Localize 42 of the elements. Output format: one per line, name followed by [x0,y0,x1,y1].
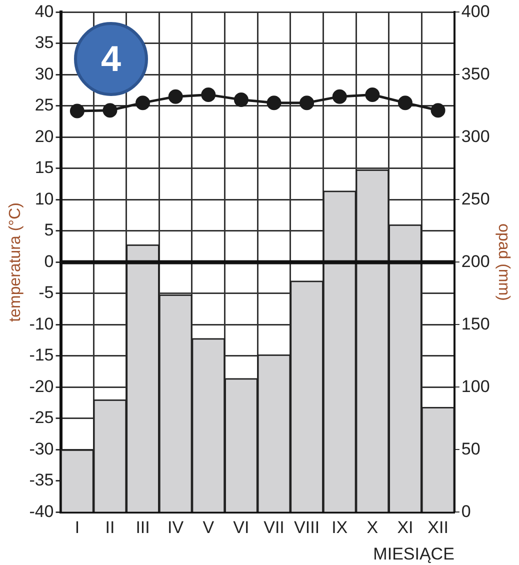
y2-tick-label: 100 [461,376,490,396]
x-tick-label: V [202,518,215,538]
y-tick-label: -30 [29,439,54,458]
x-tick-label: I [74,518,80,538]
y2-tick-label: 250 [461,189,490,208]
x-tick-label: XI [397,518,414,538]
y-tick-label: 25 [34,96,54,115]
x-tick-label: VII [264,518,284,538]
x-tick-label: VI [233,518,250,538]
y-axis-title: temperatura (°C) [7,202,24,322]
y2-tick-label: 300 [461,126,490,146]
y-tick-label: -25 [29,408,54,428]
y-tick-label: 40 [34,2,54,21]
y-tick-label: -20 [29,376,54,396]
y2-tick-label: 0 [461,502,471,521]
y-tick-label: -40 [29,502,54,521]
y-tick-label: -10 [29,314,54,334]
y-tick-label: 0 [44,252,54,271]
y-tick-label: -35 [29,470,54,490]
y-tick-label: 20 [34,126,54,146]
x-tick-label: X [366,518,378,538]
y2-tick-label: 50 [461,439,480,458]
y-tick-label: 30 [34,64,54,84]
y-tick-label: 15 [34,158,54,178]
y2-tick-label: 400 [461,2,490,21]
y2-tick-label: 350 [461,64,490,84]
x-tick-label: II [105,518,115,538]
x-axis-title: MIESIĄCE [373,544,454,564]
y2-tick-label: 200 [461,252,490,271]
x-tick-label: XII [428,518,448,538]
y-tick-label: -5 [38,283,54,302]
x-tick-label: IX [332,518,348,538]
y-tick-label: 5 [44,220,54,240]
y-tick-label: 10 [34,189,54,208]
x-tick-label: IV [168,518,184,538]
circle-badge: 4 [74,22,148,96]
y-tick-label: -15 [29,346,54,365]
y2-tick-label: 150 [461,314,490,334]
x-tick-label: VIII [294,518,320,538]
x-tick-label: III [136,518,150,538]
y2-axis-title: opad (mm) [494,224,512,301]
y-tick-label: 35 [34,33,54,52]
